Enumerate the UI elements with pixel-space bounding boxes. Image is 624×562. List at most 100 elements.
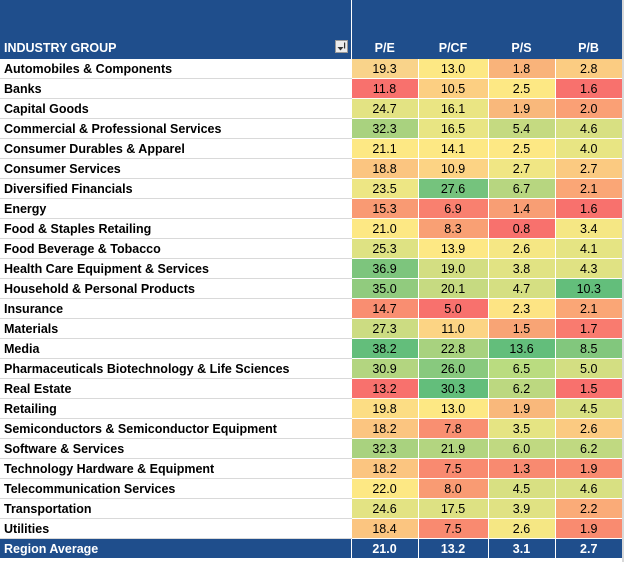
pcf-value-cell[interactable]: 19.0 (417, 258, 488, 279)
industry-name-cell[interactable]: Capital Goods (0, 98, 351, 119)
pcf-value-cell[interactable]: 30.3 (417, 378, 488, 399)
pcf-value-cell[interactable]: 20.1 (417, 278, 488, 299)
pe-value-cell[interactable]: 22.0 (350, 478, 418, 499)
pb-value-cell[interactable]: 2.7 (554, 158, 622, 179)
pb-value-cell[interactable]: 5.0 (554, 358, 622, 379)
ps-value-cell[interactable]: 0.8 (487, 218, 555, 239)
pcf-value-cell[interactable]: 8.3 (417, 218, 488, 239)
pb-value-cell[interactable]: 2.8 (554, 59, 622, 79)
pe-value-cell[interactable]: 36.9 (350, 258, 418, 279)
industry-name-cell[interactable]: Utilities (0, 518, 351, 539)
pcf-value-cell[interactable]: 13.0 (417, 398, 488, 419)
industry-name-cell[interactable]: Commercial & Professional Services (0, 118, 351, 139)
industry-name-cell[interactable]: Energy (0, 198, 351, 219)
pb-value-cell[interactable]: 2.2 (554, 498, 622, 519)
pb-value-cell[interactable]: 4.3 (554, 258, 622, 279)
pb-value-cell[interactable]: 8.5 (554, 338, 622, 359)
industry-name-cell[interactable]: Household & Personal Products (0, 278, 351, 299)
industry-name-cell[interactable]: Consumer Services (0, 158, 351, 179)
industry-name-cell[interactable]: Technology Hardware & Equipment (0, 458, 351, 479)
industry-name-cell[interactable]: Health Care Equipment & Services (0, 258, 351, 279)
pcf-value-cell[interactable]: 10.5 (417, 78, 488, 99)
pe-value-cell[interactable]: 18.2 (350, 458, 418, 479)
pcf-value-cell[interactable]: 13.9 (417, 238, 488, 259)
pe-value-cell[interactable]: 18.4 (350, 518, 418, 539)
pe-value-cell[interactable]: 24.7 (350, 98, 418, 119)
pcf-value-cell[interactable]: 27.6 (417, 178, 488, 199)
pcf-value-cell[interactable]: 5.0 (417, 298, 488, 319)
pe-value-cell[interactable]: 25.3 (350, 238, 418, 259)
industry-name-cell[interactable]: Automobiles & Components (0, 59, 351, 79)
industry-name-cell[interactable]: Transportation (0, 498, 351, 519)
ps-value-cell[interactable]: 4.7 (487, 278, 555, 299)
pb-value-cell[interactable]: 4.6 (554, 478, 622, 499)
pe-value-cell[interactable]: 21.1 (350, 138, 418, 159)
pb-value-cell[interactable]: 4.1 (554, 238, 622, 259)
pe-value-cell[interactable]: 18.2 (350, 418, 418, 439)
pcf-value-cell[interactable]: 7.5 (417, 458, 488, 479)
industry-name-cell[interactable]: Insurance (0, 298, 351, 319)
pb-value-cell[interactable]: 3.4 (554, 218, 622, 239)
pcf-value-cell[interactable]: 7.8 (417, 418, 488, 439)
ps-value-cell[interactable]: 2.6 (487, 238, 555, 259)
ps-value-cell[interactable]: 1.4 (487, 198, 555, 219)
ps-value-cell[interactable]: 13.6 (487, 338, 555, 359)
pcf-value-cell[interactable]: 11.0 (417, 318, 488, 339)
industry-name-cell[interactable]: Consumer Durables & Apparel (0, 138, 351, 159)
pe-value-cell[interactable]: 13.2 (350, 378, 418, 399)
pe-value-cell[interactable]: 24.6 (350, 498, 418, 519)
pb-value-cell[interactable]: 4.6 (554, 118, 622, 139)
pe-value-cell[interactable]: 23.5 (350, 178, 418, 199)
average-ps-cell[interactable]: 3.1 (487, 538, 555, 558)
pb-value-cell[interactable]: 4.0 (554, 138, 622, 159)
pe-value-cell[interactable]: 32.3 (350, 118, 418, 139)
ps-value-cell[interactable]: 2.3 (487, 298, 555, 319)
pb-value-cell[interactable]: 2.6 (554, 418, 622, 439)
ps-value-cell[interactable]: 2.7 (487, 158, 555, 179)
ps-value-cell[interactable]: 3.5 (487, 418, 555, 439)
industry-name-cell[interactable]: Retailing (0, 398, 351, 419)
industry-name-cell[interactable]: Telecommunication Services (0, 478, 351, 499)
pb-value-cell[interactable]: 10.3 (554, 278, 622, 299)
pe-value-cell[interactable]: 11.8 (350, 78, 418, 99)
region-average-label[interactable]: Region Average (0, 538, 351, 558)
pcf-value-cell[interactable]: 16.1 (417, 98, 488, 119)
pcf-value-cell[interactable]: 21.9 (417, 438, 488, 459)
pcf-value-cell[interactable]: 13.0 (417, 59, 488, 79)
ps-value-cell[interactable]: 4.5 (487, 478, 555, 499)
pe-value-cell[interactable]: 19.3 (350, 59, 418, 79)
pcf-value-cell[interactable]: 7.5 (417, 518, 488, 539)
industry-name-cell[interactable]: Food Beverage & Tobacco (0, 238, 351, 259)
pb-value-cell[interactable]: 1.9 (554, 518, 622, 539)
ps-value-cell[interactable]: 6.0 (487, 438, 555, 459)
pb-value-cell[interactable]: 2.1 (554, 178, 622, 199)
ps-value-cell[interactable]: 2.5 (487, 138, 555, 159)
pcf-value-cell[interactable]: 22.8 (417, 338, 488, 359)
pcf-value-cell[interactable]: 10.9 (417, 158, 488, 179)
pb-value-cell[interactable]: 1.7 (554, 318, 622, 339)
ps-value-cell[interactable]: 1.9 (487, 398, 555, 419)
industry-name-cell[interactable]: Media (0, 338, 351, 359)
ps-value-cell[interactable]: 2.6 (487, 518, 555, 539)
ps-value-cell[interactable]: 1.3 (487, 458, 555, 479)
industry-name-cell[interactable]: Semiconductors & Semiconductor Equipment (0, 418, 351, 439)
ps-value-cell[interactable]: 1.9 (487, 98, 555, 119)
pe-value-cell[interactable]: 21.0 (350, 218, 418, 239)
ps-value-cell[interactable]: 3.9 (487, 498, 555, 519)
ps-value-cell[interactable]: 2.5 (487, 78, 555, 99)
pcf-value-cell[interactable]: 26.0 (417, 358, 488, 379)
industry-name-cell[interactable]: Food & Staples Retailing (0, 218, 351, 239)
filter-dropdown-button[interactable] (334, 40, 348, 53)
average-pb-cell[interactable]: 2.7 (554, 538, 622, 558)
pe-value-cell[interactable]: 27.3 (350, 318, 418, 339)
industry-name-cell[interactable]: Materials (0, 318, 351, 339)
ps-value-cell[interactable]: 5.4 (487, 118, 555, 139)
industry-name-cell[interactable]: Software & Services (0, 438, 351, 459)
pcf-value-cell[interactable]: 14.1 (417, 138, 488, 159)
ps-value-cell[interactable]: 1.8 (487, 59, 555, 79)
pe-value-cell[interactable]: 32.3 (350, 438, 418, 459)
pb-value-cell[interactable]: 2.0 (554, 98, 622, 119)
pe-value-cell[interactable]: 19.8 (350, 398, 418, 419)
pcf-value-cell[interactable]: 16.5 (417, 118, 488, 139)
pb-value-cell[interactable]: 1.6 (554, 78, 622, 99)
